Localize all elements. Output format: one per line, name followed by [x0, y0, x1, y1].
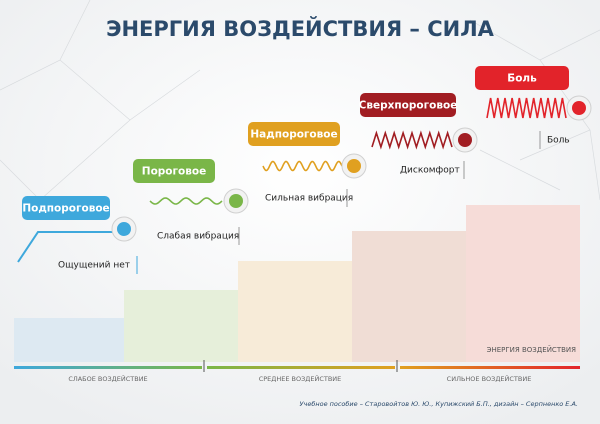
level-pill	[360, 93, 456, 117]
zone-label: СИЛЬНОЕ ВОЗДЕЙСТВИЕ	[447, 374, 532, 383]
level-description: Слабая вибрация	[157, 232, 239, 242]
level-pill	[22, 196, 110, 220]
node-dot	[117, 222, 131, 236]
level-description: Боль	[547, 136, 570, 146]
step	[14, 318, 124, 362]
level-description: Сильная вибрация	[265, 194, 353, 204]
connector	[17, 231, 113, 263]
node-dot	[572, 101, 586, 115]
step	[124, 290, 238, 362]
steps	[14, 205, 580, 362]
title: ЭНЕРГИЯ ВОЗДЕЙСТВИЯ – СИЛА	[106, 16, 495, 41]
node-dot	[458, 133, 472, 147]
wave	[486, 97, 567, 119]
level-label: Надпороговое	[250, 129, 337, 141]
credit: Учебное пособие – Старовойтов Ю. Ю., Куп…	[300, 400, 578, 408]
level-label: Пороговое	[142, 166, 206, 178]
wave	[149, 197, 223, 205]
step	[352, 231, 466, 362]
zone-bar	[207, 366, 395, 369]
wave	[371, 130, 453, 150]
level-label: Боль	[507, 73, 537, 85]
zone-bar	[14, 366, 202, 369]
step	[238, 261, 352, 362]
level-pill	[133, 159, 215, 183]
level-pill	[475, 66, 569, 90]
zone-bar	[400, 366, 580, 369]
zone-label: СРЕДНЕЕ ВОЗДЕЙСТВИЕ	[259, 374, 342, 383]
level-description: Дискомфорт	[400, 166, 460, 176]
level-label: Сверхпороговое	[359, 100, 458, 112]
level-label: Подпороговое	[22, 203, 109, 215]
decor-network	[0, 0, 600, 201]
wave	[262, 160, 343, 172]
step	[466, 205, 580, 362]
axis-label: ЭНЕРГИЯ ВОЗДЕЙСТВИЯ	[487, 345, 577, 354]
node-dot	[229, 194, 243, 208]
zone-label: СЛАБОЕ ВОЗДЕЙСТВИЕ	[68, 374, 147, 383]
node-dot	[347, 159, 361, 173]
level-description: Ощущений нет	[58, 261, 130, 271]
level-pill	[248, 122, 340, 146]
